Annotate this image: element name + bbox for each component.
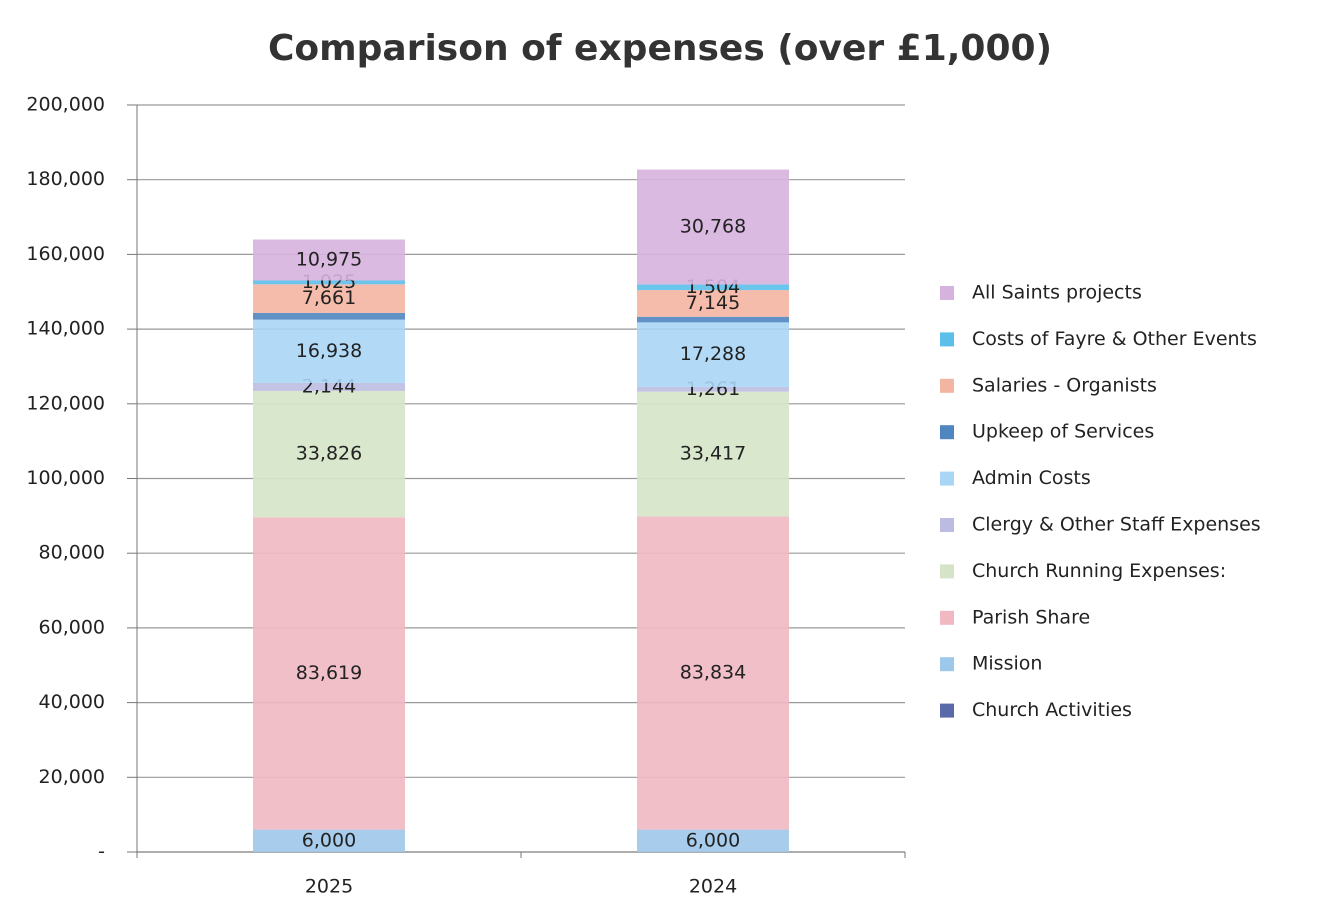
y-tick-label: 160,000 — [26, 243, 105, 265]
legend-swatch — [940, 610, 954, 625]
x-tick-label: 2025 — [305, 876, 353, 898]
legend-label: Church Activities — [972, 699, 1132, 721]
y-tick-label: 100,000 — [26, 467, 105, 489]
data-label: 83,834 — [680, 662, 746, 684]
legend-swatch — [940, 286, 954, 300]
bar-segment — [253, 829, 405, 852]
bar-segment — [637, 516, 789, 830]
legend-label: Church Running Expenses: — [972, 560, 1226, 582]
bar-segment — [637, 391, 789, 517]
chart-title: Comparison of expenses (over £1,000) — [268, 28, 1052, 69]
bar-segment — [253, 517, 405, 830]
bar-segment — [253, 319, 405, 383]
y-tick-label: 20,000 — [39, 766, 105, 788]
data-label: 30,768 — [680, 216, 746, 238]
legend-label: All Saints projects — [972, 282, 1142, 304]
bar-segment — [637, 386, 789, 392]
legend-label: Costs of Fayre & Other Events — [972, 328, 1257, 350]
bar-segment — [253, 390, 405, 518]
legend-swatch — [940, 703, 954, 718]
data-label: 6,000 — [686, 829, 740, 851]
y-tick-label: 80,000 — [39, 542, 105, 564]
legend-swatch — [940, 657, 954, 672]
bar-segment — [637, 169, 789, 285]
legend-swatch — [940, 425, 954, 440]
legend-label: Salaries - Organists — [972, 374, 1157, 396]
data-label: 83,619 — [296, 662, 362, 684]
y-tick-label: 60,000 — [39, 616, 105, 638]
bar-segment — [253, 382, 405, 391]
bar-segment — [637, 284, 789, 291]
data-label: 10,975 — [296, 249, 362, 271]
bar-segment — [637, 290, 789, 317]
bar-segment — [637, 322, 789, 387]
bar-segment — [253, 284, 405, 313]
data-label: 7,661 — [302, 287, 356, 309]
y-tick-label: 140,000 — [26, 318, 105, 340]
legend-label: Mission — [972, 653, 1042, 675]
bar-segment — [253, 312, 405, 320]
data-label: 33,417 — [680, 443, 746, 465]
legend-swatch — [940, 518, 954, 532]
bar-segment — [253, 239, 405, 281]
y-tick-label: 180,000 — [26, 168, 105, 190]
y-tick-label: - — [98, 841, 105, 863]
y-tick-label: 200,000 — [26, 94, 105, 116]
bar-segment — [637, 316, 789, 323]
legend-swatch — [940, 471, 954, 486]
data-label: 7,145 — [686, 292, 740, 314]
legend-label: Parish Share — [972, 606, 1090, 628]
legend-swatch — [940, 332, 954, 347]
legend-swatch — [940, 378, 954, 393]
legend-label: Upkeep of Services — [972, 421, 1154, 443]
bar-segment — [253, 280, 405, 285]
y-tick-label: 120,000 — [26, 392, 105, 414]
x-tick-label: 2024 — [689, 876, 737, 898]
legend-label: Clergy & Other Staff Expenses — [972, 514, 1261, 536]
data-label: 6,000 — [302, 829, 356, 851]
y-tick-label: 40,000 — [39, 691, 105, 713]
data-label: 17,288 — [680, 343, 746, 365]
legend-swatch — [940, 564, 954, 579]
bar-segment — [637, 829, 789, 852]
data-label: 16,938 — [296, 340, 362, 362]
legend-label: Admin Costs — [972, 467, 1091, 489]
data-label: 33,826 — [296, 443, 362, 465]
